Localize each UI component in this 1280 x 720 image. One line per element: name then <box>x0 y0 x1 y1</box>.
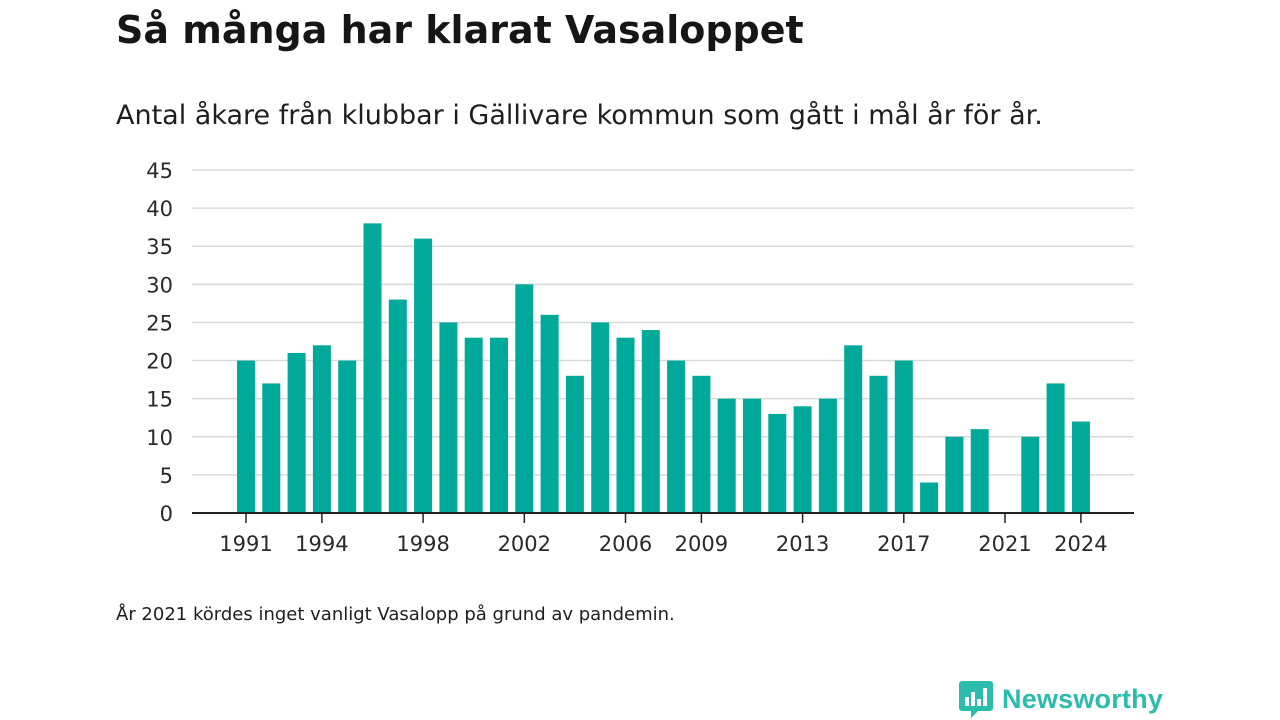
bar-2014 <box>818 398 837 513</box>
x-tick-label: 1991 <box>219 532 272 556</box>
bar-chart: 0 5 10 15 20 25 30 35 40 45 1991 1994 1998 2002 2006 2… <box>146 159 1134 556</box>
bar-1994 <box>312 345 331 513</box>
bar-2015 <box>844 345 863 513</box>
bar-2022 <box>1021 436 1040 513</box>
bar-1999 <box>439 322 458 513</box>
y-tick-label: 35 <box>146 235 173 259</box>
y-tick-label: 15 <box>146 388 173 412</box>
bar-1993 <box>287 352 306 513</box>
bar-2019 <box>945 436 964 513</box>
newsworthy-logo-icon <box>959 681 993 718</box>
bar-1992 <box>262 383 281 513</box>
footnote: År 2021 kördes inget vanligt Vasalopp på… <box>116 604 675 625</box>
bar-2016 <box>869 375 888 513</box>
x-tick-label: 1994 <box>295 532 348 556</box>
bar-2001 <box>490 337 508 513</box>
bar-2000 <box>464 337 483 513</box>
bar-2013 <box>793 406 812 513</box>
bar-2023 <box>1046 383 1065 513</box>
bar-1998 <box>414 238 433 513</box>
y-tick-label: 40 <box>146 197 173 221</box>
x-tick-label: 2017 <box>877 532 930 556</box>
bar-2009 <box>692 375 711 513</box>
x-tick-label: 2006 <box>599 532 652 556</box>
chart-title: Så många har klarat Vasaloppet <box>116 8 804 52</box>
bar-2004 <box>565 375 584 513</box>
brand-name: Newsworthy <box>1002 683 1164 714</box>
bar-2002 <box>515 284 534 513</box>
bar-1995 <box>338 360 357 513</box>
brand-logo: Newsworthy <box>958 679 1163 719</box>
bar-2010 <box>717 398 736 513</box>
x-tick-label: 2013 <box>776 532 829 556</box>
x-axis-ticks: 1991 1994 1998 2002 2006 2009 2013 2017 2021 2024 <box>192 512 1134 556</box>
gridlines <box>192 169 1134 476</box>
x-tick-label: 1998 <box>396 532 449 556</box>
x-tick-label: 2009 <box>675 532 728 556</box>
bar-2003 <box>540 314 559 513</box>
y-tick-label: 30 <box>146 273 173 297</box>
bar-2006 <box>616 337 635 513</box>
y-tick-label: 45 <box>146 159 173 183</box>
bar-2018 <box>920 482 939 513</box>
bar-2011 <box>743 398 761 513</box>
y-tick-label: 10 <box>146 426 173 450</box>
y-tick-label: 5 <box>160 464 173 488</box>
y-axis-ticks: 0 5 10 15 20 25 30 35 40 45 <box>146 159 173 526</box>
y-tick-label: 0 <box>160 502 173 526</box>
bar-1997 <box>388 299 407 513</box>
bar-2012 <box>768 413 787 513</box>
bar-2008 <box>667 360 686 513</box>
bars <box>237 223 1090 513</box>
y-tick-label: 25 <box>146 311 173 335</box>
bar-2024 <box>1071 421 1090 513</box>
bar-1991 <box>237 360 255 513</box>
bar-2020 <box>970 429 989 513</box>
y-tick-label: 20 <box>146 350 173 374</box>
x-tick-label: 2002 <box>498 532 551 556</box>
bar-2017 <box>894 360 913 513</box>
x-tick-label: 2021 <box>978 532 1031 556</box>
bar-1996 <box>363 223 382 513</box>
chart-subtitle: Antal åkare från klubbar i Gällivare kom… <box>116 100 1043 131</box>
bar-2007 <box>641 330 660 513</box>
x-tick-label: 2024 <box>1054 532 1107 556</box>
bar-2005 <box>591 322 610 513</box>
